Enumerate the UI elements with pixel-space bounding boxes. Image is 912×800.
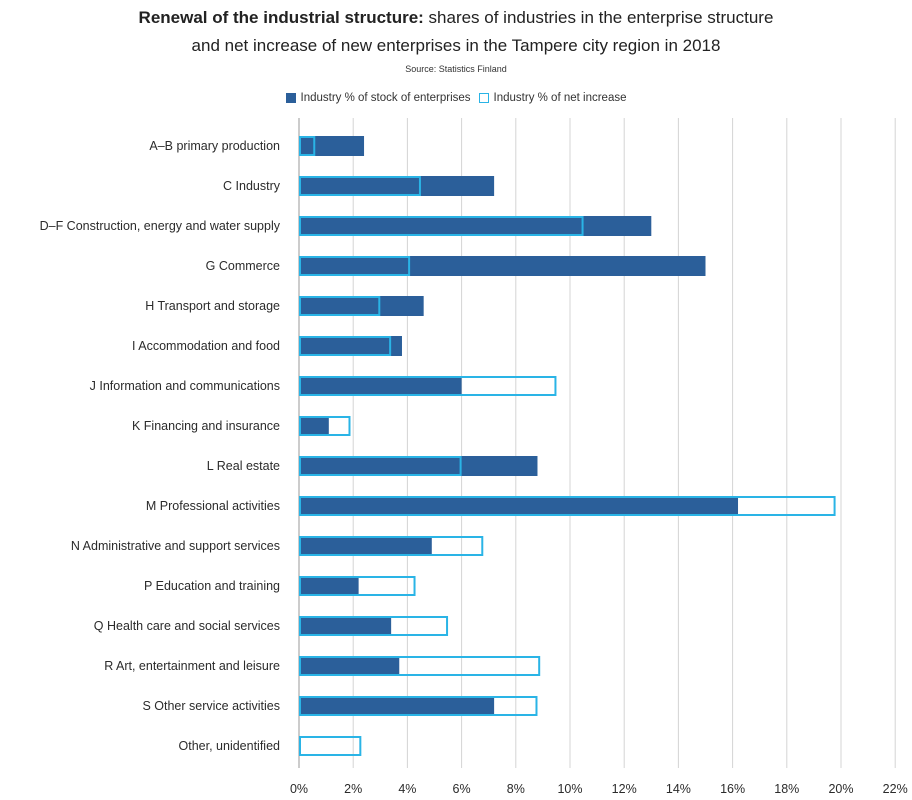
category-label: A–B primary production xyxy=(149,139,280,153)
x-tick-label: 18% xyxy=(774,782,799,796)
bar-stock xyxy=(299,576,359,596)
bar-net-increase xyxy=(299,376,557,396)
x-tick-label: 2% xyxy=(344,782,362,796)
x-tick-label: 10% xyxy=(557,782,582,796)
bar-stock xyxy=(299,616,392,636)
chart-title-line-1: Renewal of the industrial structure: sha… xyxy=(0,8,912,28)
legend-label-stock: Industry % of stock of enterprises xyxy=(300,92,471,104)
category-label: H Transport and storage xyxy=(145,299,280,313)
x-tick-label: 6% xyxy=(453,782,471,796)
bar-net-increase xyxy=(299,576,416,596)
x-tick-label: 16% xyxy=(720,782,745,796)
bar-net-increase xyxy=(299,296,381,316)
bar-net-increase xyxy=(299,456,462,476)
bar-net-increase xyxy=(299,256,411,276)
category-label: Q Health care and social services xyxy=(94,619,280,633)
category-label: K Financing and insurance xyxy=(132,419,280,433)
bar-net-increase xyxy=(299,176,421,196)
x-tick-label: 12% xyxy=(612,782,637,796)
legend-swatch-stock xyxy=(285,93,296,103)
category-label: Other, unidentified xyxy=(179,739,281,753)
bar-net-increase xyxy=(299,616,449,636)
bar-net-increase xyxy=(299,136,316,156)
category-label: I Accommodation and food xyxy=(132,339,280,353)
category-label: M Professional activities xyxy=(146,499,280,513)
x-tick-label: 14% xyxy=(666,782,691,796)
category-label: J Information and communications xyxy=(90,379,280,393)
x-tick-label: 4% xyxy=(398,782,416,796)
bar-net-increase xyxy=(299,656,541,676)
bar-stock xyxy=(299,216,652,236)
bar-net-increase xyxy=(299,536,484,556)
bar-stock xyxy=(299,296,424,316)
category-label: G Commerce xyxy=(206,259,280,273)
bar-stock xyxy=(299,456,538,476)
category-label: L Real estate xyxy=(207,459,280,473)
bar-stock xyxy=(299,336,402,356)
chart-title-rest: shares of industries in the enterprise s… xyxy=(423,8,774,27)
legend-label-net: Industry % of net increase xyxy=(493,92,627,104)
category-label: C Industry xyxy=(223,179,281,193)
chart-source: Source: Statistics Finland xyxy=(405,64,507,74)
bar-stock xyxy=(299,136,365,156)
legend-item-stock: Industry % of stock of enterprises xyxy=(285,92,471,104)
bar-net-increase xyxy=(299,416,351,436)
category-label: P Education and training xyxy=(144,579,280,593)
legend: Industry % of stock of enterprises Indus… xyxy=(0,92,912,104)
bar-stock xyxy=(299,496,739,516)
x-tick-label: 22% xyxy=(883,782,908,796)
bar-net-increase xyxy=(299,696,538,716)
chart-title-bold: Renewal of the industrial structure: xyxy=(138,8,424,27)
bar-net-increase xyxy=(299,216,584,236)
category-label: D–F Construction, energy and water suppl… xyxy=(40,219,281,233)
bar-net-increase xyxy=(299,736,362,756)
category-label: N Administrative and support services xyxy=(71,539,280,553)
chart-title-line-2: and net increase of new enterprises in t… xyxy=(191,36,721,55)
bar-net-increase xyxy=(299,496,836,516)
category-label: R Art, entertainment and leisure xyxy=(104,659,280,673)
bar-net-increase xyxy=(299,336,392,356)
bar-stock xyxy=(299,256,706,276)
bar-stock xyxy=(299,416,329,436)
legend-item-net: Industry % of net increase xyxy=(478,92,627,104)
bar-stock xyxy=(299,696,495,716)
legend-swatch-net xyxy=(478,93,489,103)
bar-stock xyxy=(299,656,400,676)
x-tick-label: 8% xyxy=(507,782,525,796)
x-tick-label: 20% xyxy=(828,782,853,796)
bar-stock xyxy=(299,176,495,196)
bar-stock xyxy=(299,376,462,396)
bar-stock xyxy=(299,536,432,556)
category-label: S Other service activities xyxy=(142,699,280,713)
x-tick-label: 0% xyxy=(290,782,308,796)
